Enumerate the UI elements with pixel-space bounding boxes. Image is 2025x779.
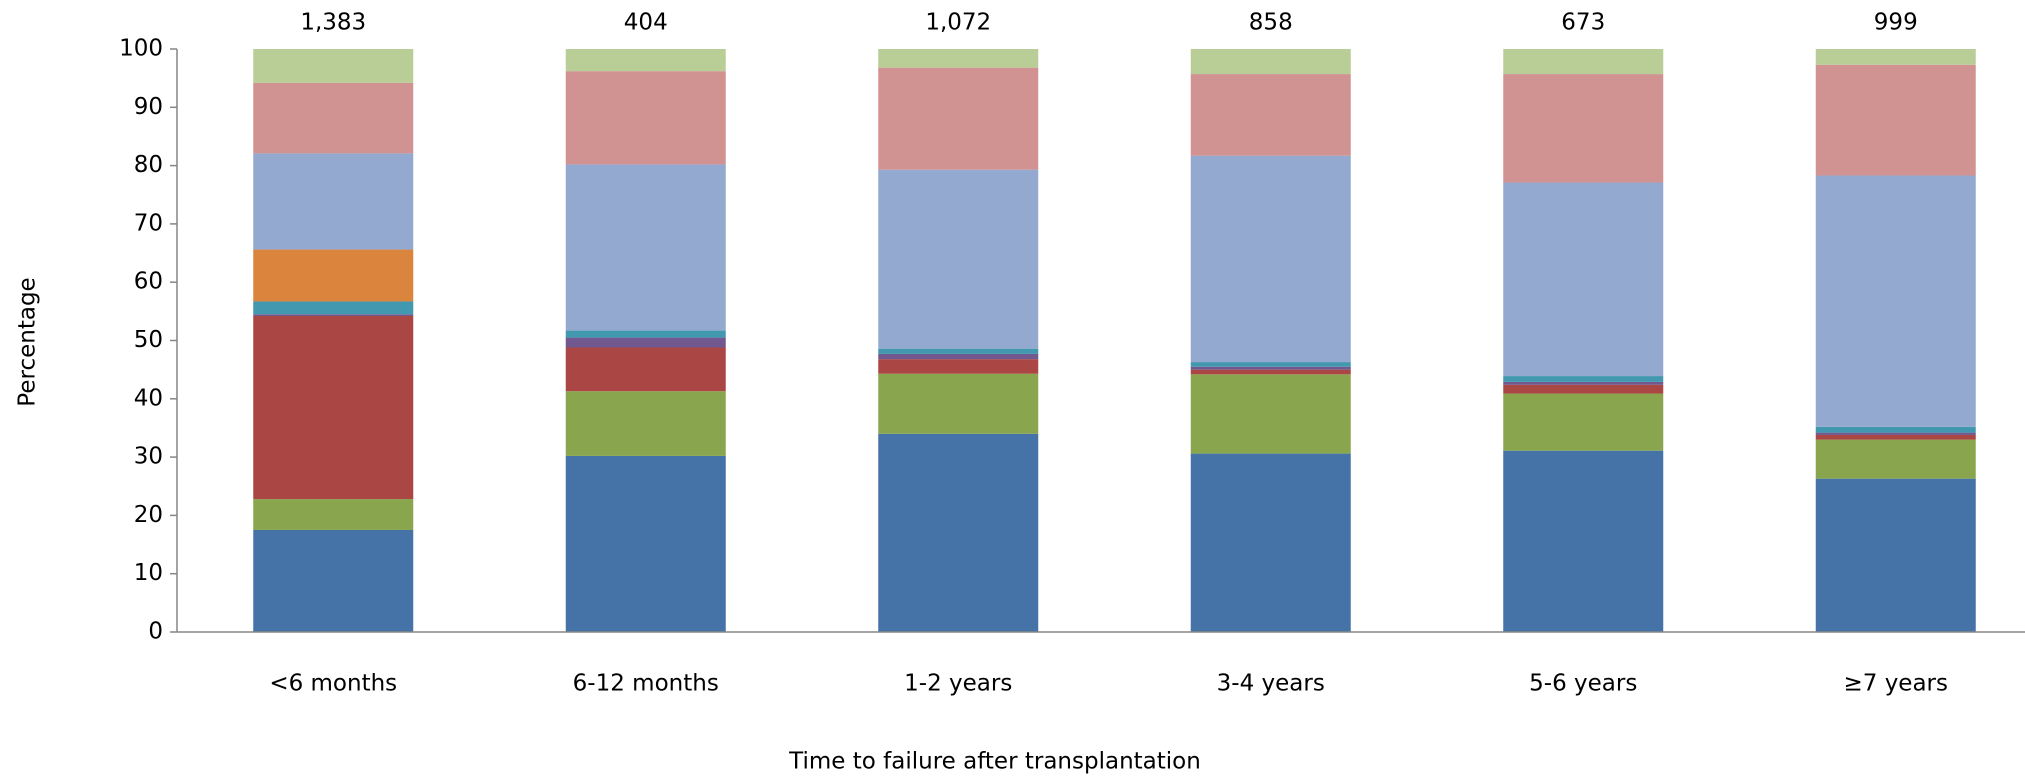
bar-segment <box>1190 453 1351 632</box>
y-axis-title: Percentage <box>15 277 41 406</box>
bar-segment <box>1815 478 1976 632</box>
x-tick-label: 1-2 years <box>904 671 1012 697</box>
bar-segment <box>878 373 1039 434</box>
bar-segment <box>1503 384 1664 394</box>
bar-segment <box>1815 426 1976 433</box>
bar-segment <box>1815 434 1976 440</box>
bar-segment <box>878 67 1039 170</box>
y-tick-label: 80 <box>134 152 163 178</box>
bar-segment <box>1815 439 1976 479</box>
y-tick-label: 0 <box>148 619 163 645</box>
bar-segment <box>1190 374 1351 454</box>
y-tick-label: 70 <box>134 210 163 236</box>
x-tick-label: ≥7 years <box>1843 671 1948 697</box>
y-tick-label: 30 <box>134 444 163 470</box>
bar-segment <box>253 301 414 315</box>
bar-segment <box>1503 49 1664 75</box>
y-tick-label: 100 <box>119 36 163 62</box>
x-tick-label: 6-12 months <box>573 671 719 697</box>
bar-segment <box>565 455 726 632</box>
bar-segment <box>1815 49 1976 65</box>
bar-segment <box>565 164 726 331</box>
bar-segment <box>1815 64 1976 176</box>
bar-segment <box>1503 376 1664 382</box>
bar-segment <box>1503 381 1664 385</box>
bar-segment <box>878 169 1039 349</box>
bar-segment <box>565 71 726 165</box>
bar-segment <box>253 153 414 250</box>
bar-segment <box>1503 393 1664 451</box>
bar-segment <box>253 316 414 500</box>
bar-segment <box>1815 175 1976 427</box>
bar-segment <box>1503 74 1664 183</box>
bar-segment <box>878 49 1039 68</box>
bar-segment <box>253 249 414 302</box>
bar-segment <box>1190 366 1351 370</box>
x-tick-label: 3-4 years <box>1217 671 1325 697</box>
bar-segment <box>565 337 726 348</box>
bar-segment <box>1190 369 1351 375</box>
y-tick-label: 60 <box>134 269 163 295</box>
bar-segment <box>565 49 726 72</box>
bar-total-label: 1,072 <box>925 10 991 36</box>
bar-segment <box>878 359 1039 374</box>
bar-segment <box>253 499 414 530</box>
bar-segment <box>1190 74 1351 156</box>
x-axis-title: Time to failure after transplantation <box>788 749 1201 775</box>
bar-segment <box>1503 450 1664 632</box>
y-tick-label: 20 <box>134 502 163 528</box>
bar-segment <box>565 391 726 456</box>
bar-total-label: 858 <box>1249 10 1293 36</box>
bar-segment <box>1190 155 1351 363</box>
bar-total-label: 404 <box>624 10 668 36</box>
bar-segment <box>878 433 1039 632</box>
bar-total-label: 1,383 <box>300 10 366 36</box>
bar-segment <box>253 314 414 317</box>
y-tick-label: 40 <box>134 385 163 411</box>
bar-segment <box>1190 362 1351 367</box>
x-tick-label: 5-6 years <box>1529 671 1637 697</box>
bar-segment <box>253 529 414 632</box>
y-tick-label: 10 <box>134 560 163 586</box>
bar-segment <box>1503 182 1664 377</box>
bar-segment <box>1190 49 1351 75</box>
bar-segment <box>878 353 1039 360</box>
bar-total-label: 999 <box>1874 10 1918 36</box>
bar-segment <box>565 330 726 338</box>
bar-total-label: 673 <box>1561 10 1605 36</box>
y-tick-label: 90 <box>134 94 163 120</box>
bar-segment <box>565 347 726 392</box>
bar-segment <box>1815 432 1976 435</box>
x-tick-label: <6 months <box>269 671 397 697</box>
bar-segment <box>253 49 414 83</box>
bar-segment <box>253 82 414 154</box>
y-tick-label: 50 <box>134 327 163 353</box>
bar-segment <box>878 348 1039 354</box>
